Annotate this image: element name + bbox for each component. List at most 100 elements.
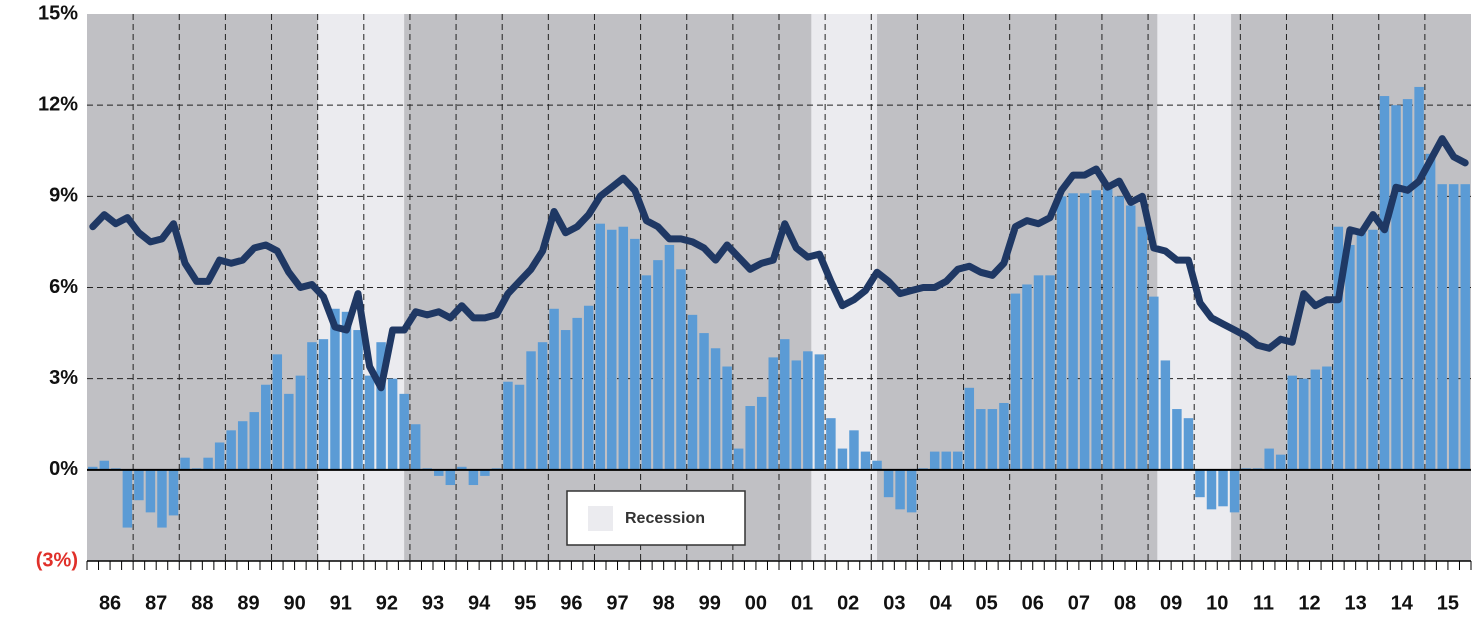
bar — [1368, 229, 1378, 470]
x-tick-label: 91 — [330, 592, 352, 614]
x-tick-label: 10 — [1206, 592, 1228, 614]
bar — [1287, 375, 1297, 470]
bar — [88, 466, 98, 470]
bar — [1414, 86, 1424, 470]
bar — [376, 342, 386, 470]
bar — [364, 375, 375, 470]
bar — [1333, 226, 1344, 470]
bar — [906, 469, 917, 513]
bar — [330, 308, 340, 470]
bar — [1160, 360, 1171, 470]
bar — [1206, 469, 1217, 510]
bar — [1102, 184, 1113, 470]
bar — [214, 442, 225, 470]
bar — [999, 402, 1009, 470]
x-tick-label: 08 — [1114, 592, 1136, 614]
bar — [607, 229, 617, 470]
bar — [953, 451, 963, 470]
bar — [434, 469, 444, 476]
bar — [249, 412, 259, 470]
x-tick-label: 86 — [99, 592, 121, 614]
bar — [237, 421, 248, 470]
bar — [503, 381, 513, 470]
bar — [1114, 196, 1124, 470]
x-tick-label: 00 — [745, 592, 767, 614]
bar — [307, 342, 317, 470]
bar — [1229, 469, 1240, 513]
bar — [1149, 296, 1159, 470]
x-tick-label: 12 — [1298, 592, 1320, 614]
x-tick-label: 14 — [1391, 592, 1414, 614]
bar — [630, 238, 640, 470]
bar — [722, 366, 732, 470]
bar — [664, 244, 675, 470]
series-layer — [88, 86, 1470, 528]
bar — [284, 393, 294, 470]
bar — [1137, 226, 1148, 470]
bar — [145, 469, 156, 513]
bar — [468, 469, 479, 486]
bar — [399, 393, 409, 470]
bar — [791, 360, 802, 470]
bar — [803, 351, 813, 470]
bar — [687, 314, 698, 470]
x-tick-label: 07 — [1068, 592, 1090, 614]
bar — [272, 354, 283, 470]
bar — [1437, 184, 1447, 470]
bar — [157, 469, 167, 528]
bar — [583, 305, 594, 470]
bar — [641, 275, 652, 470]
bar — [1448, 184, 1459, 470]
bar — [1379, 96, 1390, 470]
bar — [987, 409, 998, 470]
bar — [595, 223, 605, 470]
bar — [964, 387, 975, 470]
bar — [203, 457, 213, 470]
bar — [976, 409, 986, 470]
x-tick-label: 01 — [791, 592, 813, 614]
x-tick-label: 97 — [606, 592, 628, 614]
x-tick-label: 88 — [191, 592, 213, 614]
bar — [1275, 454, 1286, 470]
bar — [1402, 99, 1413, 470]
bar — [814, 354, 825, 470]
bar — [849, 430, 859, 470]
bar — [872, 460, 882, 470]
x-tick-label: 89 — [237, 592, 259, 614]
bar — [1056, 196, 1067, 470]
bar — [1356, 232, 1367, 470]
bar — [710, 348, 721, 470]
bar — [180, 457, 190, 470]
y-tick-label: 12% — [38, 93, 78, 115]
y-tick-label: 0% — [49, 458, 78, 480]
x-tick-label: 13 — [1345, 592, 1367, 614]
bar — [445, 469, 456, 486]
bar — [1172, 409, 1182, 470]
bar — [572, 317, 582, 470]
x-tick-label: 05 — [975, 592, 997, 614]
bar — [353, 330, 363, 470]
bar — [1022, 284, 1032, 470]
bar — [1322, 366, 1332, 470]
x-tick-label: 02 — [837, 592, 859, 614]
bar — [699, 333, 709, 470]
bar — [1010, 293, 1021, 470]
bar — [99, 460, 110, 470]
legend-label: Recession — [625, 510, 705, 527]
bar — [480, 469, 490, 476]
x-tick-label: 95 — [514, 592, 536, 614]
bar — [168, 469, 179, 516]
bar — [1033, 275, 1044, 470]
bar — [410, 424, 421, 470]
x-tick-label: 94 — [468, 592, 491, 614]
y-tick-label: 6% — [49, 276, 78, 298]
bar — [1299, 378, 1309, 470]
bar — [745, 406, 755, 470]
x-tick-label: 99 — [699, 592, 721, 614]
bar — [1345, 244, 1355, 470]
x-tick-label: 03 — [883, 592, 905, 614]
bar — [941, 451, 951, 470]
bar — [756, 396, 767, 470]
bar — [1126, 205, 1136, 470]
